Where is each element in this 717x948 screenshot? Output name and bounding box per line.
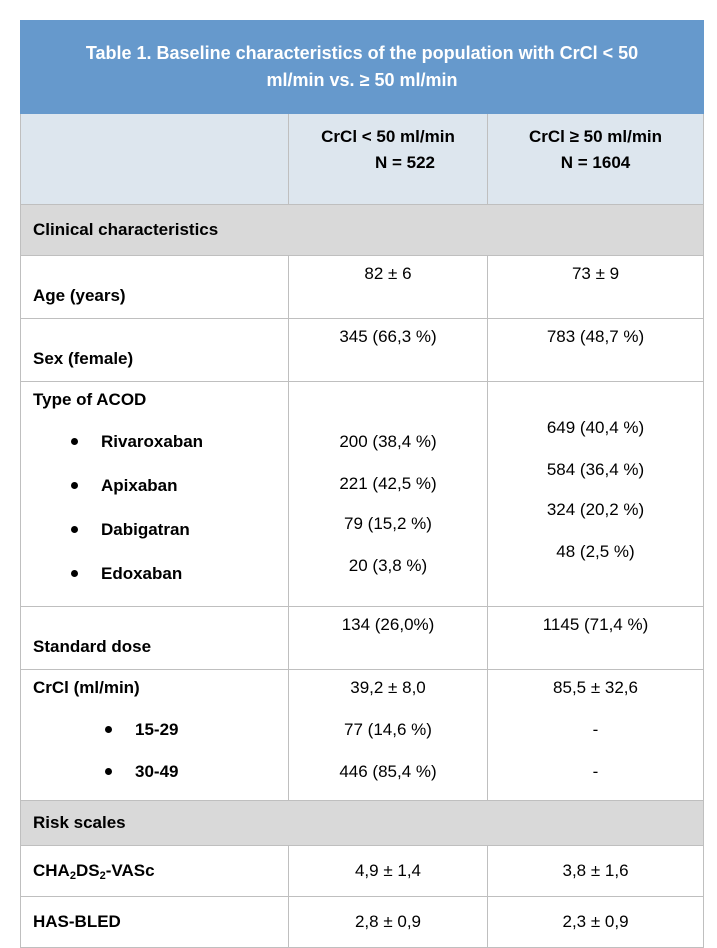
chads-part-3: -VASc bbox=[105, 860, 155, 880]
chads-sub-2: 2 bbox=[99, 869, 106, 882]
crcl-value-30-49-low: 446 (85,4 %) bbox=[339, 762, 437, 781]
acod-value-dabigatran-low: 79 (15,2 %) bbox=[344, 514, 432, 533]
bullet-icon bbox=[71, 482, 78, 489]
bullet-icon bbox=[105, 726, 112, 733]
row-value-dose-low: 134 (26,0%) bbox=[288, 606, 488, 670]
header-crcl-low-n: N = 522 bbox=[374, 153, 435, 172]
table-row-chads: CHA2DS2-VASc 4,9 ± 1,4 3,8 ± 1,6 bbox=[20, 845, 705, 897]
acod-value-apixaban-high: 584 (36,4 %) bbox=[546, 460, 645, 479]
row-value-hasbled-low: 2,8 ± 0,9 bbox=[288, 896, 488, 948]
row-value-sex-low: 345 (66,3 %) bbox=[288, 318, 488, 382]
acod-item-dabigatran: Dabigatran bbox=[101, 520, 190, 539]
acod-values-high-cell: 649 (40,4 %) 584 (36,4 %) 324 (20,2 %) 4… bbox=[486, 381, 705, 607]
header-crcl-high-label: CrCl ≥ 50 ml/min bbox=[528, 127, 663, 146]
row-label-chads: CHA2DS2-VASc bbox=[20, 845, 289, 897]
crcl-item-30-49: 30-49 bbox=[135, 762, 179, 781]
acod-value-rivaroxaban-low: 200 (38,4 %) bbox=[339, 432, 437, 451]
row-value-age-low: 82 ± 6 bbox=[288, 255, 488, 319]
acod-value-edoxaban-high: 48 (2,5 %) bbox=[556, 542, 635, 561]
row-label-dose: Standard dose bbox=[20, 606, 289, 670]
acod-value-edoxaban-low: 20 (3,8 %) bbox=[348, 556, 428, 575]
row-value-sex-high: 783 (48,7 %) bbox=[486, 318, 705, 382]
chads-sub-1: 2 bbox=[69, 869, 76, 882]
row-label-crcl-cell: CrCl (ml/min) 15-29 30-49 bbox=[20, 669, 289, 801]
title-line-2: ml/min vs. ≥ 50 ml/min bbox=[266, 70, 458, 90]
row-value-hasbled-high: 2,3 ± 0,9 bbox=[486, 896, 705, 948]
table-row-hasbled: HAS-BLED 2,8 ± 0,9 2,3 ± 0,9 bbox=[20, 896, 705, 948]
bullet-icon bbox=[105, 768, 112, 775]
table-row-acod: Type of ACOD Rivaroxaban Apixaban Dabiga… bbox=[20, 381, 705, 607]
crcl-values-high-cell: 85,5 ± 32,6 - - bbox=[486, 669, 705, 801]
row-label-crcl: CrCl (ml/min) bbox=[33, 678, 140, 697]
row-label-age: Age (years) bbox=[20, 255, 289, 319]
bullet-icon bbox=[71, 570, 78, 577]
row-value-age-high: 73 ± 9 bbox=[486, 255, 705, 319]
crcl-value-15-29-low: 77 (14,6 %) bbox=[344, 720, 432, 739]
row-label-acod: Type of ACOD bbox=[33, 390, 147, 409]
header-empty-cell bbox=[20, 113, 289, 205]
header-row: CrCl < 50 ml/min N = 522 CrCl ≥ 50 ml/mi… bbox=[20, 113, 705, 205]
section-risk: Risk scales bbox=[19, 800, 705, 846]
table-row-crcl: CrCl (ml/min) 15-29 30-49 39,2 ± 8,0 77 … bbox=[20, 669, 705, 801]
crcl-value-30-49-high: - bbox=[592, 762, 599, 781]
acod-item-apixaban: Apixaban bbox=[101, 476, 178, 495]
row-value-chads-low: 4,9 ± 1,4 bbox=[288, 845, 488, 897]
header-crcl-low-label: CrCl < 50 ml/min bbox=[321, 127, 455, 146]
row-label-sex: Sex (female) bbox=[20, 318, 289, 382]
chads-part-2: DS bbox=[75, 860, 100, 880]
acod-value-dabigatran-high: 324 (20,2 %) bbox=[546, 500, 645, 519]
crcl-item-15-29: 15-29 bbox=[135, 720, 179, 739]
header-crcl-high-n: N = 1604 bbox=[560, 153, 631, 172]
row-label-hasbled: HAS-BLED bbox=[20, 896, 289, 948]
table-title: Table 1. Baseline characteristics of the… bbox=[19, 20, 705, 114]
title-line-1: Table 1. Baseline characteristics of the… bbox=[85, 43, 639, 63]
crcl-value-mean-high: 85,5 ± 32,6 bbox=[553, 678, 638, 697]
row-value-dose-high: 1145 (71,4 %) bbox=[486, 606, 705, 670]
baseline-table: Table 1. Baseline characteristics of the… bbox=[19, 20, 705, 948]
header-crcl-low: CrCl < 50 ml/min N = 522 bbox=[288, 113, 488, 205]
acod-values-low-cell: 200 (38,4 %) 221 (42,5 %) 79 (15,2 %) 20… bbox=[288, 381, 488, 607]
crcl-value-mean-low: 39,2 ± 8,0 bbox=[350, 678, 426, 697]
table-row-dose: Standard dose 134 (26,0%) 1145 (71,4 %) bbox=[20, 606, 705, 670]
crcl-values-low-cell: 39,2 ± 8,0 77 (14,6 %) 446 (85,4 %) bbox=[288, 669, 488, 801]
acod-item-rivaroxaban: Rivaroxaban bbox=[101, 432, 204, 451]
acod-item-edoxaban: Edoxaban bbox=[101, 564, 183, 583]
table-row-age: Age (years) 82 ± 6 73 ± 9 bbox=[20, 255, 705, 319]
section-row-risk: Risk scales bbox=[19, 800, 705, 846]
section-clinical: Clinical characteristics bbox=[19, 204, 705, 256]
bullet-icon bbox=[71, 526, 78, 533]
row-value-chads-high: 3,8 ± 1,6 bbox=[486, 845, 705, 897]
table-container: Table 1. Baseline characteristics of the… bbox=[19, 20, 705, 948]
chads-part-1: CHA bbox=[33, 860, 70, 880]
row-label-acod-cell: Type of ACOD Rivaroxaban Apixaban Dabiga… bbox=[20, 381, 289, 607]
header-crcl-high: CrCl ≥ 50 ml/min N = 1604 bbox=[486, 113, 705, 205]
table-row-sex: Sex (female) 345 (66,3 %) 783 (48,7 %) bbox=[20, 318, 705, 382]
crcl-value-15-29-high: - bbox=[592, 720, 599, 739]
bullet-icon bbox=[71, 438, 78, 445]
acod-value-rivaroxaban-high: 649 (40,4 %) bbox=[546, 418, 645, 437]
section-row-clinical: Clinical characteristics bbox=[19, 204, 705, 256]
acod-value-apixaban-low: 221 (42,5 %) bbox=[339, 474, 437, 493]
title-row: Table 1. Baseline characteristics of the… bbox=[19, 20, 705, 114]
